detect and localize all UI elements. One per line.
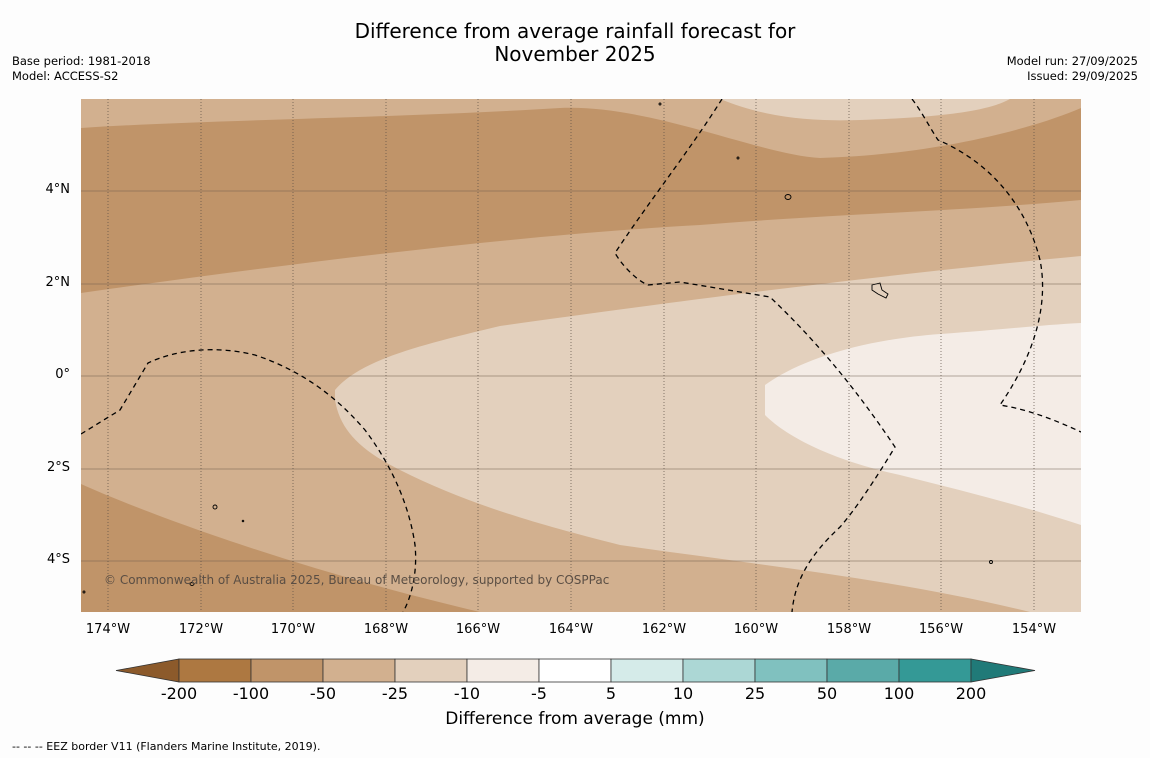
islands (82, 102, 993, 594)
colorbar-segment (466, 658, 540, 683)
lon-label-172w: 172°W (178, 622, 224, 637)
chart-title-line1: Difference from average rainfall forecas… (354, 19, 796, 43)
colorbar-segment (754, 658, 828, 683)
cb-tick-5: 5 (605, 684, 617, 703)
lon-label-166w: 166°W (455, 622, 501, 637)
cb-tick-10: 10 (672, 684, 694, 703)
lon-label-160w: 160°W (733, 622, 779, 637)
lon-label-162w: 162°W (641, 622, 687, 637)
cb-tick-minus5: -5 (531, 684, 547, 703)
info-right: Model run: 27/09/2025 Issued: 29/09/2025 (1007, 54, 1138, 84)
rainfall-field (81, 99, 1081, 612)
lon-label-156w: 156°W (918, 622, 964, 637)
colorbar-segment (322, 658, 396, 683)
cb-tick-minus200: -200 (160, 684, 198, 703)
lon-label-158w: 158°W (826, 622, 872, 637)
lon-label-164w: 164°W (548, 622, 594, 637)
colorbar-segment (682, 658, 756, 683)
copyright-text: © Commonwealth of Australia 2025, Bureau… (104, 573, 610, 587)
lat-label-4n: 4°N (45, 182, 71, 197)
band-minus-10-25-top (720, 99, 1010, 121)
base-period: Base period: 1981-2018 (12, 54, 151, 68)
info-left: Base period: 1981-2018 Model: ACCESS-S2 (12, 54, 151, 84)
lon-label-174w: 174°W (85, 622, 131, 637)
colorbar-segment (898, 658, 972, 683)
lat-label-2s: 2°S (46, 460, 70, 475)
colorbar-label: Difference from average (mm) (445, 709, 705, 729)
eez-borders (81, 99, 1081, 612)
colorbar-segment (610, 658, 684, 683)
lat-label-0: 0° (55, 367, 70, 382)
issued-date: Issued: 29/09/2025 (1027, 69, 1138, 83)
cb-tick-25: 25 (744, 684, 766, 703)
model-name: Model: ACCESS-S2 (12, 69, 119, 83)
colorbar-extend-low (115, 658, 180, 683)
lon-label-154w: 154°W (1011, 622, 1057, 637)
lat-label-2n: 2°N (45, 275, 71, 290)
colorbar (115, 658, 1036, 683)
colorbar-segment (826, 658, 900, 683)
cb-tick-minus100: -100 (232, 684, 270, 703)
lon-label-168w: 168°W (363, 622, 409, 637)
cb-tick-minus10: -10 (453, 684, 481, 703)
cb-tick-minus50: -50 (309, 684, 337, 703)
cb-tick-200: 200 (955, 684, 987, 703)
colorbar-segment (538, 658, 612, 683)
colorbar-segment (178, 658, 252, 683)
colorbar-segment (250, 658, 324, 683)
cb-tick-50: 50 (816, 684, 838, 703)
cb-tick-100: 100 (883, 684, 915, 703)
lon-label-170w: 170°W (270, 622, 316, 637)
chart-title-line2: November 2025 (494, 42, 656, 66)
colorbar-extend-high (970, 658, 1036, 683)
band-minus-5-10 (765, 323, 1081, 525)
cb-tick-minus25: -25 (381, 684, 409, 703)
colorbar-segment (394, 658, 468, 683)
graticule (81, 99, 1081, 612)
model-run: Model run: 27/09/2025 (1006, 54, 1138, 68)
eez-footnote: -- -- -- EEZ border V11 (Flanders Marine… (12, 740, 321, 753)
lat-label-4s: 4°S (46, 552, 70, 567)
